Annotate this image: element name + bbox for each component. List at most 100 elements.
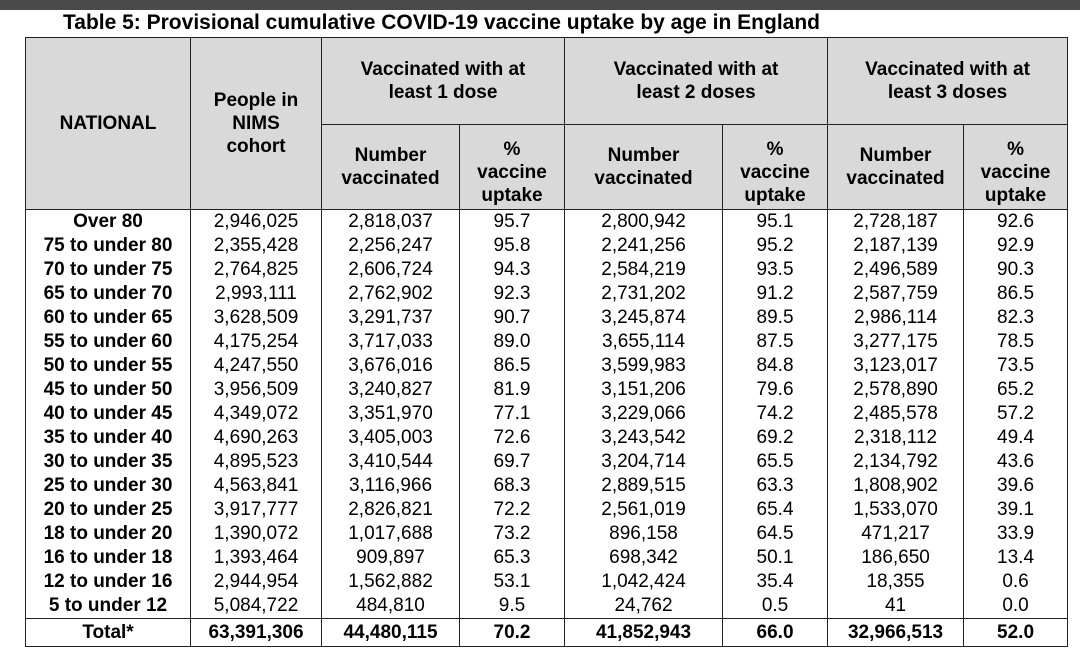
cohort-cell: 2,944,954 — [190, 570, 322, 594]
age-cell: 70 to under 75 — [25, 258, 191, 282]
header-pct-line2: vaccine — [477, 162, 547, 183]
dose3-pct-cell: 92.6 — [963, 209, 1069, 234]
age-cell: 45 to under 50 — [25, 378, 191, 402]
dose2-number-cell: 896,158 — [564, 522, 724, 546]
dose3-number-cell: 2,578,890 — [827, 378, 965, 402]
dose2-number-cell: 41,852,943 — [564, 618, 724, 647]
dose3-number-cell: 2,587,759 — [827, 282, 965, 306]
cohort-cell: 1,393,464 — [190, 546, 322, 570]
header-dose2-number-vaccinated: Number vaccinated — [564, 124, 724, 210]
dose1-pct-cell: 86.5 — [458, 354, 566, 378]
cohort-cell: 5,084,722 — [190, 594, 322, 619]
dose3-pct-cell: 65.2 — [963, 378, 1069, 402]
header-cohort-line2: NIMS — [232, 113, 280, 134]
dose1-number-cell: 2,818,037 — [321, 209, 460, 234]
dose1-number-cell: 2,606,724 — [321, 258, 460, 282]
header-pct-line1: % — [1007, 139, 1024, 160]
cohort-cell: 2,764,825 — [190, 258, 322, 282]
dose1-pct-cell: 65.3 — [458, 546, 566, 570]
dose1-pct-cell: 9.5 — [458, 594, 566, 619]
header-pct-line1: % — [503, 139, 521, 160]
cohort-cell: 3,917,777 — [190, 498, 322, 522]
dose2-number-cell: 1,042,424 — [564, 570, 724, 594]
dose1-pct-cell: 90.7 — [458, 306, 566, 330]
header-number-line2: vaccinated — [846, 168, 945, 189]
dose1-pct-cell: 89.0 — [458, 330, 566, 354]
dose1-number-cell: 44,480,115 — [321, 618, 460, 647]
dose3-pct-cell: 33.9 — [963, 522, 1069, 546]
dose3-pct-cell: 78.5 — [963, 330, 1069, 354]
table-row: 65 to under 70 2,993,111 2,762,902 92.3 2,73… — [25, 282, 1069, 306]
table-row: 12 to under 16 2,944,954 1,562,882 53.1 1,04… — [25, 570, 1069, 594]
dose2-number-cell: 2,800,942 — [564, 209, 724, 234]
age-cell: Total* — [25, 618, 191, 647]
header-dose2-line2: least 2 doses — [636, 82, 756, 103]
header-pct-line3: uptake — [744, 185, 806, 206]
header-dose3-pct-uptake: % vaccine uptake — [963, 124, 1069, 210]
header-dose1-number-vaccinated: Number vaccinated — [321, 124, 460, 210]
dose1-pct-cell: 95.8 — [458, 234, 566, 258]
dose3-pct-cell: 73.5 — [963, 354, 1069, 378]
header-pct-line3: uptake — [481, 185, 543, 206]
header-number-line1: Number — [354, 145, 427, 166]
header-number-line1: Number — [859, 145, 932, 166]
dose3-pct-cell: 13.4 — [963, 546, 1069, 570]
dose2-pct-cell: 79.6 — [722, 378, 829, 402]
dose1-number-cell: 1,562,882 — [321, 570, 460, 594]
dose2-number-cell: 3,204,714 — [564, 450, 724, 474]
dose3-pct-cell: 39.1 — [963, 498, 1069, 522]
cohort-cell: 2,993,111 — [190, 282, 322, 306]
age-cell: 25 to under 30 — [25, 474, 191, 498]
dose3-number-cell: 18,355 — [827, 570, 965, 594]
dose1-number-cell: 3,116,966 — [321, 474, 460, 498]
dose1-number-cell: 2,256,247 — [321, 234, 460, 258]
dose1-pct-cell: 70.2 — [458, 618, 566, 647]
header-national: NATIONAL — [25, 37, 191, 210]
header-cohort-line3: cohort — [226, 136, 286, 157]
table-row: 55 to under 60 4,175,254 3,717,033 89.0 3,65… — [25, 330, 1069, 354]
dose3-number-cell: 2,134,792 — [827, 450, 965, 474]
header-dose3-line2: least 3 doses — [887, 82, 1008, 103]
table-row: 30 to under 35 4,895,523 3,410,544 69.7 3,20… — [25, 450, 1069, 474]
dose1-number-cell: 3,351,970 — [321, 402, 460, 426]
header-dose1-line2: least 1 dose — [388, 82, 498, 103]
dose3-number-cell: 3,277,175 — [827, 330, 965, 354]
dose3-number-cell: 2,187,139 — [827, 234, 965, 258]
dose3-number-cell: 2,485,578 — [827, 402, 965, 426]
dose2-number-cell: 3,229,066 — [564, 402, 724, 426]
dose3-number-cell: 1,808,902 — [827, 474, 965, 498]
dose1-number-cell: 909,897 — [321, 546, 460, 570]
dose1-pct-cell: 72.6 — [458, 426, 566, 450]
dose1-number-cell: 2,762,902 — [321, 282, 460, 306]
dose3-number-cell: 2,496,589 — [827, 258, 965, 282]
header-people-in-nims-cohort: People in NIMS cohort — [190, 37, 322, 210]
age-cell: 12 to under 16 — [25, 570, 191, 594]
dose1-number-cell: 484,810 — [321, 594, 460, 619]
cohort-cell: 63,391,306 — [190, 618, 322, 647]
header-pct-line2: vaccine — [980, 162, 1051, 183]
age-cell: 50 to under 55 — [25, 354, 191, 378]
cohort-cell: 2,355,428 — [190, 234, 322, 258]
dose3-number-cell: 2,986,114 — [827, 306, 965, 330]
dose3-number-cell: 2,318,112 — [827, 426, 965, 450]
cohort-cell: 4,895,523 — [190, 450, 322, 474]
dose2-pct-cell: 93.5 — [722, 258, 829, 282]
dose1-pct-cell: 69.7 — [458, 450, 566, 474]
dose1-pct-cell: 68.3 — [458, 474, 566, 498]
dose3-pct-cell: 86.5 — [963, 282, 1069, 306]
dose3-number-cell: 186,650 — [827, 546, 965, 570]
age-cell: 35 to under 40 — [25, 426, 191, 450]
dose1-pct-cell: 95.7 — [458, 209, 566, 234]
dose2-number-cell: 2,561,019 — [564, 498, 724, 522]
table-row: 40 to under 45 4,349,072 3,351,970 77.1 3,22… — [25, 402, 1069, 426]
table-row: 20 to under 25 3,917,777 2,826,821 72.2 2,56… — [25, 498, 1069, 522]
dose3-number-cell: 41 — [827, 594, 965, 619]
dose1-pct-cell: 53.1 — [458, 570, 566, 594]
dose1-pct-cell: 92.3 — [458, 282, 566, 306]
dose1-pct-cell: 81.9 — [458, 378, 566, 402]
dose3-pct-cell: 39.6 — [963, 474, 1069, 498]
age-cell: 30 to under 35 — [25, 450, 191, 474]
dose1-number-cell: 3,410,544 — [321, 450, 460, 474]
dose3-pct-cell: 0.6 — [963, 570, 1069, 594]
dose2-number-cell: 2,584,219 — [564, 258, 724, 282]
